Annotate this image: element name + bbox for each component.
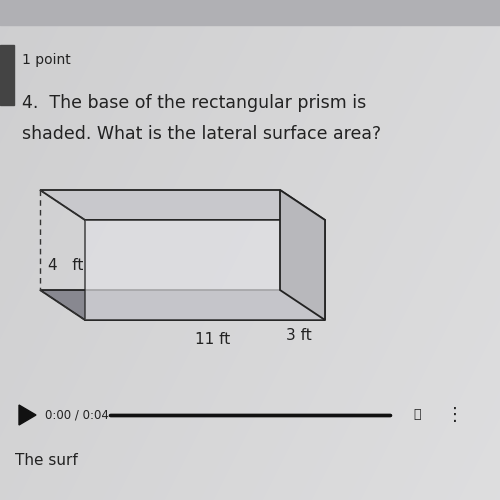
- Text: 4.  The base of the rectangular prism is: 4. The base of the rectangular prism is: [22, 94, 367, 112]
- Text: 3 ft: 3 ft: [286, 328, 312, 342]
- Polygon shape: [40, 190, 325, 220]
- Polygon shape: [280, 190, 325, 320]
- Text: shaded. What is the lateral surface area?: shaded. What is the lateral surface area…: [22, 125, 382, 143]
- Text: 4   ft: 4 ft: [48, 258, 83, 272]
- Bar: [0, 0, 500, 25]
- Text: The surf: The surf: [15, 453, 78, 468]
- Text: 1 point: 1 point: [22, 53, 72, 67]
- Text: 11 ft: 11 ft: [195, 332, 230, 346]
- Text: 🔊: 🔊: [414, 408, 421, 422]
- Text: 0:00 / 0:04: 0:00 / 0:04: [45, 408, 109, 422]
- Polygon shape: [85, 220, 325, 320]
- Bar: [0, 45, 14, 105]
- Polygon shape: [19, 405, 36, 425]
- Text: ⋮: ⋮: [446, 406, 464, 424]
- Polygon shape: [40, 290, 325, 320]
